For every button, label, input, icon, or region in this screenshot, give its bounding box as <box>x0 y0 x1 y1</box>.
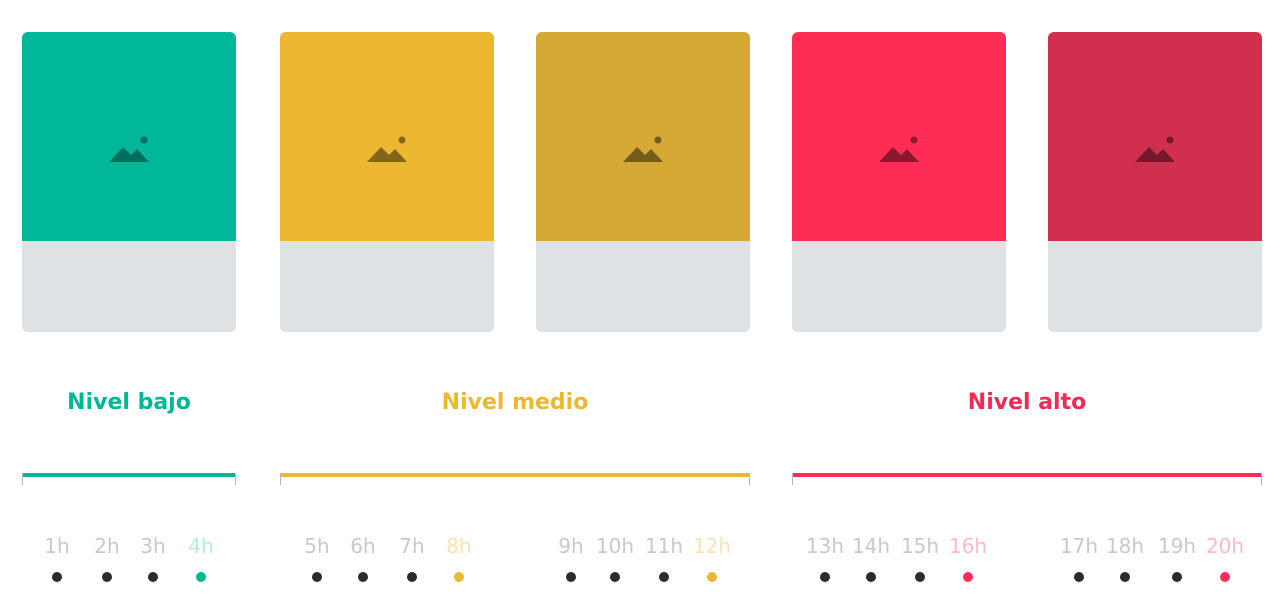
hour-label: 12h <box>692 534 732 558</box>
hour-label: 3h <box>140 534 166 558</box>
hour-dot[interactable] <box>866 572 876 582</box>
range-bar-low <box>22 473 236 477</box>
image-placeholder-icon <box>623 136 663 162</box>
range-bar-medium <box>280 473 750 477</box>
hour-dot[interactable] <box>1220 572 1230 582</box>
hour-label: 6h <box>350 534 376 558</box>
card-2[interactable] <box>280 32 494 332</box>
hour-dot[interactable] <box>1074 572 1084 582</box>
hour-label: 7h <box>399 534 425 558</box>
hour-label: 15h <box>900 534 940 558</box>
image-placeholder-icon <box>367 136 407 162</box>
hour-label: 9h <box>558 534 584 558</box>
card-3[interactable] <box>536 32 750 332</box>
hour-label: 16h <box>948 534 988 558</box>
hour-dot[interactable] <box>52 572 62 582</box>
hour-label: 8h <box>446 534 472 558</box>
hour-label: 19h <box>1157 534 1197 558</box>
hour-label: 17h <box>1059 534 1099 558</box>
hour-label: 14h <box>851 534 891 558</box>
hour-dot[interactable] <box>358 572 368 582</box>
hour-dot[interactable] <box>659 572 669 582</box>
hour-dot[interactable] <box>1172 572 1182 582</box>
hour-dot[interactable] <box>1120 572 1130 582</box>
hour-dot[interactable] <box>610 572 620 582</box>
hour-label: 5h <box>304 534 330 558</box>
image-placeholder-icon <box>109 136 149 162</box>
hour-label: 18h <box>1105 534 1145 558</box>
hour-dot[interactable] <box>196 572 206 582</box>
hour-label: 2h <box>94 534 120 558</box>
hour-label: 11h <box>644 534 684 558</box>
card-3-image <box>536 32 750 241</box>
card-4[interactable] <box>792 32 1006 332</box>
hour-dot[interactable] <box>915 572 925 582</box>
hour-dot[interactable] <box>820 572 830 582</box>
card-4-image <box>792 32 1006 241</box>
range-bar-high <box>792 473 1262 477</box>
level-label-medium: Nivel medio <box>441 390 589 415</box>
hour-dot[interactable] <box>148 572 158 582</box>
hour-label: 4h <box>188 534 214 558</box>
hour-dot[interactable] <box>102 572 112 582</box>
hour-label: 20h <box>1205 534 1245 558</box>
hour-dot[interactable] <box>454 572 464 582</box>
hour-dot[interactable] <box>963 572 973 582</box>
card-1[interactable] <box>22 32 236 332</box>
hour-dot[interactable] <box>707 572 717 582</box>
range-track-high <box>792 473 1262 485</box>
range-track-low <box>22 473 236 485</box>
card-5[interactable] <box>1048 32 1262 332</box>
level-label-high: Nivel alto <box>967 390 1087 415</box>
range-track-medium <box>280 473 750 485</box>
image-placeholder-icon <box>1135 136 1175 162</box>
card-2-image <box>280 32 494 241</box>
card-1-image <box>22 32 236 241</box>
hour-dot[interactable] <box>312 572 322 582</box>
hour-label: 1h <box>44 534 70 558</box>
card-5-image <box>1048 32 1262 241</box>
level-label-low: Nivel bajo <box>67 390 191 415</box>
hour-label: 13h <box>805 534 845 558</box>
hour-dot[interactable] <box>566 572 576 582</box>
image-placeholder-icon <box>879 136 919 162</box>
hour-dot[interactable] <box>407 572 417 582</box>
hour-label: 10h <box>595 534 635 558</box>
